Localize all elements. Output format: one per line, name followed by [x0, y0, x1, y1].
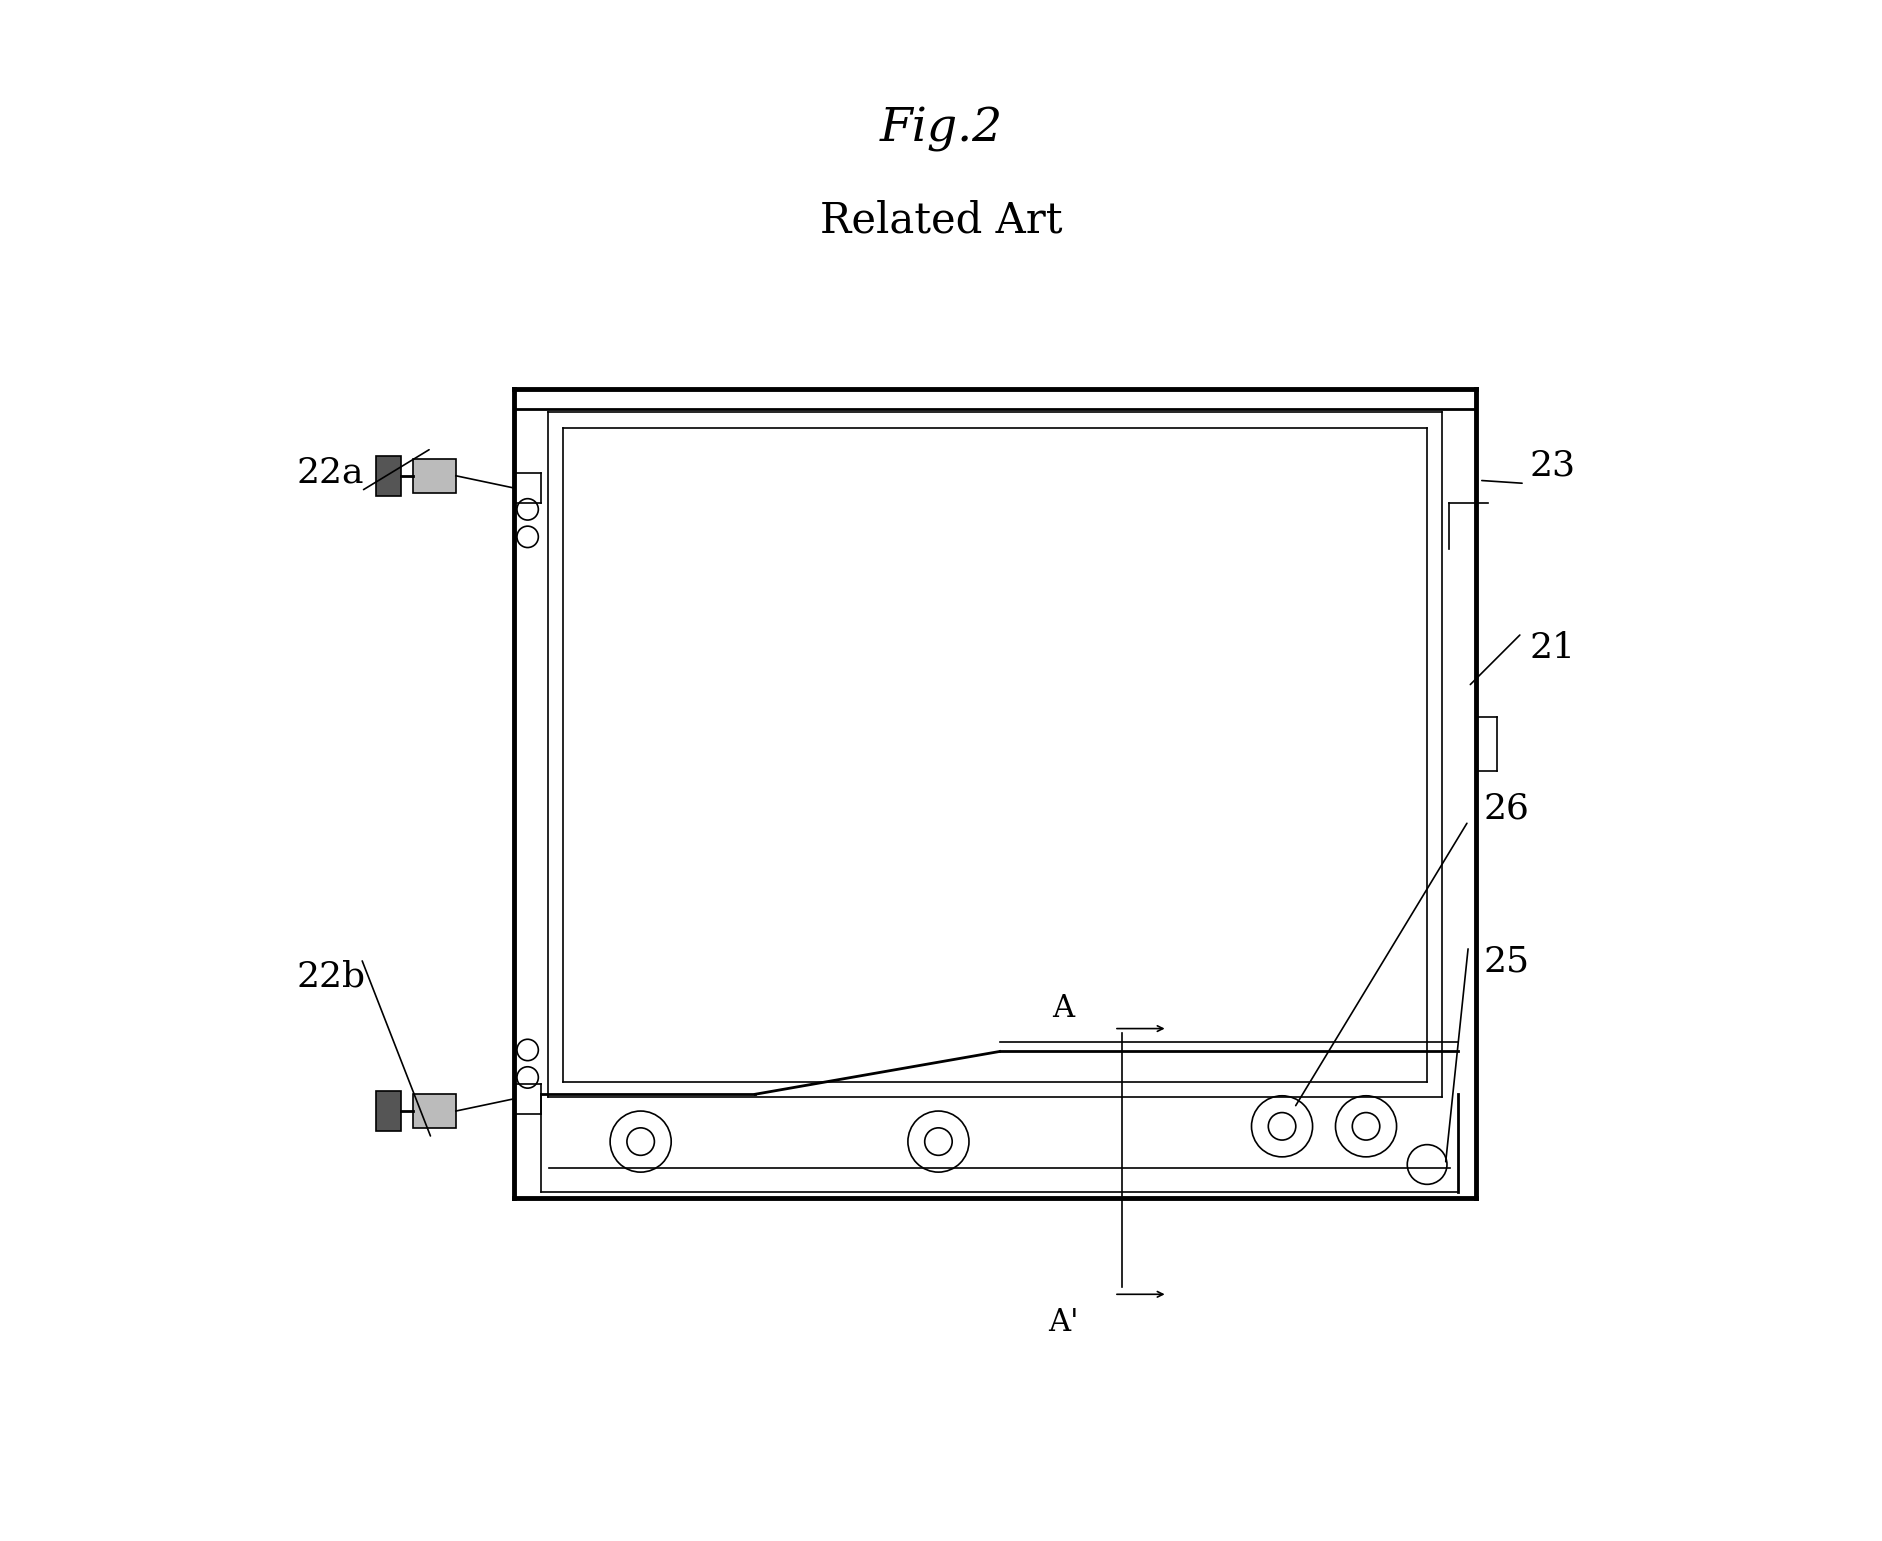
Text: Fig.2: Fig.2 [879, 106, 1003, 151]
Text: 25: 25 [1483, 945, 1528, 979]
FancyBboxPatch shape [412, 1094, 455, 1128]
FancyBboxPatch shape [376, 1091, 401, 1131]
Text: 23: 23 [1528, 448, 1575, 482]
Text: A': A' [1048, 1307, 1078, 1338]
Text: 26: 26 [1483, 792, 1528, 826]
FancyBboxPatch shape [376, 456, 401, 496]
Text: 21: 21 [1528, 632, 1575, 666]
FancyBboxPatch shape [412, 459, 455, 493]
Text: Related Art: Related Art [821, 200, 1061, 242]
Text: A: A [1052, 992, 1075, 1025]
Text: 22a: 22a [297, 456, 365, 490]
Text: 22b: 22b [295, 960, 365, 994]
